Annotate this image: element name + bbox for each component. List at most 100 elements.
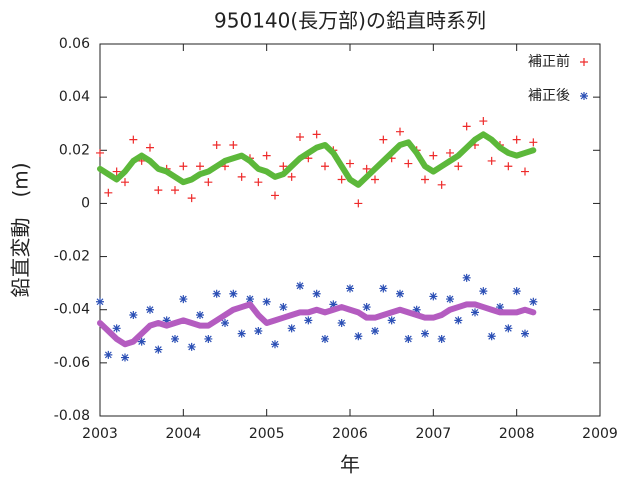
point [346, 284, 354, 293]
point [354, 332, 363, 341]
point [254, 326, 263, 335]
x-tick-label: 2007 [416, 426, 452, 442]
point [404, 159, 413, 168]
point [371, 326, 379, 335]
point [229, 289, 238, 298]
legend-marker [580, 58, 588, 66]
point [362, 303, 371, 312]
point [212, 289, 221, 298]
point [146, 143, 154, 152]
point [529, 138, 538, 147]
x-axis-label: 年 [340, 453, 360, 477]
point [396, 127, 404, 136]
point [479, 117, 488, 126]
point [304, 316, 313, 325]
point [429, 292, 438, 301]
y-tick-label: 0 [81, 195, 90, 211]
y-tick-label: -0.04 [54, 302, 90, 318]
legend-label: 補正前 [528, 53, 570, 70]
point [504, 324, 513, 333]
point [204, 178, 213, 187]
point [162, 316, 171, 325]
point [154, 186, 163, 195]
point [521, 329, 529, 338]
point [454, 316, 463, 325]
x-tick-label: 2003 [82, 426, 118, 442]
y-axis-label: 鉛直変動 (m) [9, 162, 33, 297]
point [446, 148, 454, 157]
point [487, 156, 496, 165]
y-tick-label: 0.02 [59, 142, 90, 158]
point [246, 295, 254, 304]
point [271, 191, 279, 200]
point [146, 305, 154, 314]
point [454, 162, 463, 171]
point [171, 186, 179, 195]
point [379, 135, 388, 144]
x-tick-label: 2005 [249, 426, 285, 442]
point [179, 162, 188, 171]
point [279, 303, 288, 312]
point [137, 337, 146, 346]
point [96, 297, 104, 306]
point [121, 353, 129, 362]
smoothed-series [97, 131, 537, 188]
point [129, 135, 138, 144]
point [279, 162, 288, 171]
point [112, 167, 121, 176]
smoothed-series [97, 301, 537, 348]
point [404, 334, 413, 343]
y-tick-label: 0.06 [59, 36, 90, 52]
point [387, 316, 396, 325]
point [196, 311, 204, 320]
x-tick-label: 2004 [166, 426, 202, 442]
y-tick-label: -0.08 [54, 408, 90, 424]
point [287, 172, 296, 181]
point [254, 178, 263, 187]
point [346, 159, 354, 168]
point [379, 284, 388, 293]
y-tick-label: -0.02 [54, 249, 90, 265]
point [354, 199, 363, 208]
point [321, 162, 329, 171]
point [479, 287, 488, 296]
point [129, 311, 138, 320]
point [104, 350, 113, 359]
point [437, 180, 446, 189]
point [329, 300, 338, 309]
point [179, 295, 188, 304]
point [96, 148, 104, 157]
y-tick-label: -0.06 [54, 355, 90, 371]
point [371, 175, 379, 184]
point [421, 329, 429, 338]
point [237, 329, 246, 338]
point [429, 151, 438, 160]
point [296, 281, 304, 290]
point [471, 308, 479, 317]
point [521, 167, 529, 176]
point [337, 175, 346, 184]
point [154, 345, 163, 354]
point [271, 340, 279, 349]
point [462, 273, 471, 282]
legend-label: 補正後 [528, 88, 570, 104]
point [104, 188, 113, 197]
plot-frame [99, 43, 601, 417]
point [362, 164, 371, 173]
point [187, 194, 196, 203]
legend-marker [580, 92, 588, 100]
point [212, 140, 221, 149]
x-tick-label: 2009 [582, 426, 618, 442]
point [121, 178, 129, 187]
point [229, 140, 238, 149]
point [512, 287, 521, 296]
point [112, 324, 121, 333]
point [529, 297, 538, 306]
point [196, 162, 204, 171]
point [296, 133, 304, 141]
point [237, 172, 246, 181]
chart-title: 950140(長万部)の鉛直時系列 [214, 9, 486, 33]
x-tick-label: 2006 [332, 426, 368, 442]
point [287, 324, 296, 333]
